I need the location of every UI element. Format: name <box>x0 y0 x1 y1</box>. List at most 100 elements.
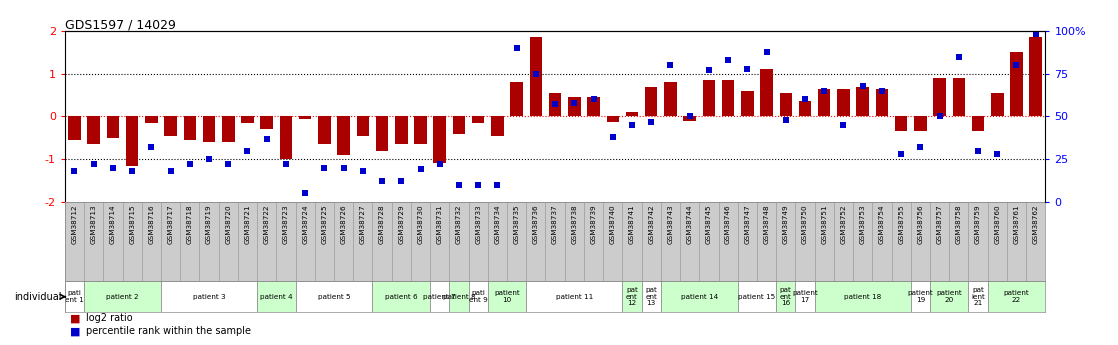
Text: GSM38730: GSM38730 <box>417 204 424 244</box>
Bar <box>376 117 388 150</box>
Bar <box>338 117 350 155</box>
Point <box>566 100 584 106</box>
Bar <box>372 202 391 281</box>
Bar <box>241 117 254 123</box>
Bar <box>642 281 661 312</box>
Bar <box>987 281 1045 312</box>
Bar <box>257 281 295 312</box>
Text: GSM38746: GSM38746 <box>726 204 731 244</box>
Bar <box>623 202 642 281</box>
Bar <box>202 117 216 142</box>
Bar <box>353 202 372 281</box>
Text: GSM38738: GSM38738 <box>571 204 577 244</box>
Bar <box>468 202 487 281</box>
Point <box>142 145 160 150</box>
Bar <box>411 202 430 281</box>
Bar <box>276 202 295 281</box>
Bar <box>161 281 257 312</box>
Text: GSM38748: GSM38748 <box>764 204 769 244</box>
Point <box>123 168 141 174</box>
Bar <box>795 281 815 312</box>
Text: patient
20: patient 20 <box>937 290 963 303</box>
Text: patient 3: patient 3 <box>192 294 226 300</box>
Bar <box>626 112 638 117</box>
Point <box>430 161 448 167</box>
Text: GSM38760: GSM38760 <box>994 204 1001 244</box>
Bar <box>295 202 315 281</box>
Bar <box>1011 52 1023 117</box>
Text: GSM38716: GSM38716 <box>149 204 154 244</box>
Text: patient 7: patient 7 <box>424 294 456 300</box>
Bar <box>872 202 891 281</box>
Bar <box>565 202 584 281</box>
Point <box>219 161 237 167</box>
Text: GSM38753: GSM38753 <box>860 204 865 244</box>
Text: GSM38754: GSM38754 <box>879 204 885 244</box>
Bar <box>760 69 773 117</box>
Text: GSM38712: GSM38712 <box>72 204 77 244</box>
Bar <box>549 93 561 117</box>
Bar <box>260 117 273 129</box>
Point <box>200 156 218 162</box>
Point <box>642 119 660 124</box>
Point <box>681 114 699 119</box>
Text: ■: ■ <box>70 326 80 336</box>
Bar <box>103 202 123 281</box>
Text: GSM38721: GSM38721 <box>245 204 250 244</box>
Bar <box>183 117 196 140</box>
Text: individual: individual <box>15 292 61 302</box>
Bar <box>527 281 623 312</box>
Point <box>508 45 525 51</box>
Bar <box>795 202 815 281</box>
Bar <box>391 202 411 281</box>
Bar <box>815 202 834 281</box>
Bar <box>87 117 100 144</box>
Bar <box>319 117 331 144</box>
Point <box>334 165 352 170</box>
Text: GSM38724: GSM38724 <box>302 204 309 244</box>
Point <box>85 161 103 167</box>
Bar <box>527 202 546 281</box>
Bar <box>818 89 831 117</box>
Bar <box>934 78 946 117</box>
Bar <box>430 281 449 312</box>
Point <box>470 182 487 188</box>
Point <box>988 151 1006 157</box>
Bar <box>449 202 468 281</box>
Bar <box>949 202 968 281</box>
Bar <box>699 202 719 281</box>
Bar <box>299 117 312 119</box>
Bar <box>987 202 1007 281</box>
Bar <box>642 202 661 281</box>
Bar <box>683 117 695 121</box>
Bar <box>911 202 930 281</box>
Text: patient
10: patient 10 <box>494 290 520 303</box>
Text: GSM38732: GSM38732 <box>456 204 462 244</box>
Text: GSM38735: GSM38735 <box>513 204 520 244</box>
Point <box>969 148 987 153</box>
Text: patient
19: patient 19 <box>908 290 934 303</box>
Point <box>604 134 622 140</box>
Bar <box>295 281 372 312</box>
Point <box>815 88 833 93</box>
Bar <box>930 281 968 312</box>
Bar <box>664 82 676 117</box>
Text: patient 15: patient 15 <box>738 294 776 300</box>
Bar <box>911 281 930 312</box>
Text: pat
ent
12: pat ent 12 <box>626 287 638 306</box>
Text: GSM38743: GSM38743 <box>667 204 673 244</box>
Bar <box>123 202 142 281</box>
Bar <box>453 117 465 134</box>
Point <box>854 83 872 88</box>
Bar <box>719 202 738 281</box>
Text: GSM38729: GSM38729 <box>398 204 405 244</box>
Point <box>911 145 929 150</box>
Point <box>238 148 256 153</box>
Point <box>719 57 737 63</box>
Bar <box>65 202 84 281</box>
Bar <box>65 281 84 312</box>
Bar <box>1007 202 1026 281</box>
Point <box>162 168 180 174</box>
Point <box>296 190 314 196</box>
Text: GSM38736: GSM38736 <box>533 204 539 244</box>
